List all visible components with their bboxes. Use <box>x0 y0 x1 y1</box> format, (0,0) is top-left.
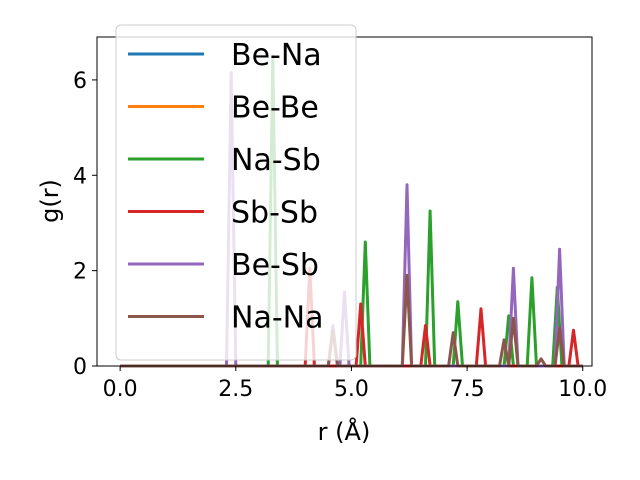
y-tick-label: 6 <box>73 69 87 94</box>
legend-label-na-na: Na-Na <box>231 301 323 336</box>
legend-label-be-be: Be-Be <box>231 91 319 126</box>
legend-label-na-sb: Na-Sb <box>231 143 321 178</box>
legend: Be-Na Be-Be Na-Sb Sb-Sb Be-Sb Na-Na <box>115 24 357 361</box>
y-tick-label: 0 <box>73 355 87 380</box>
y-axis-label: g(r) <box>36 179 64 223</box>
legend-label-sb-sb: Sb-Sb <box>231 196 318 231</box>
legend-box <box>115 24 357 361</box>
x-tick-label: 10.0 <box>558 377 607 402</box>
x-tick-label: 2.5 <box>218 377 253 402</box>
axis-ticks: 0.0 2.5 5.0 7.5 10.0 0 2 4 6 <box>73 69 607 402</box>
legend-label-be-sb: Be-Sb <box>231 248 319 283</box>
x-axis-label: r (Å) <box>318 417 371 446</box>
y-tick-label: 2 <box>73 260 87 285</box>
x-tick-label: 7.5 <box>450 377 485 402</box>
y-tick-label: 4 <box>73 164 87 189</box>
legend-label-be-na: Be-Na <box>231 38 322 73</box>
x-tick-label: 0.0 <box>103 377 138 402</box>
x-tick-label: 5.0 <box>334 377 369 402</box>
